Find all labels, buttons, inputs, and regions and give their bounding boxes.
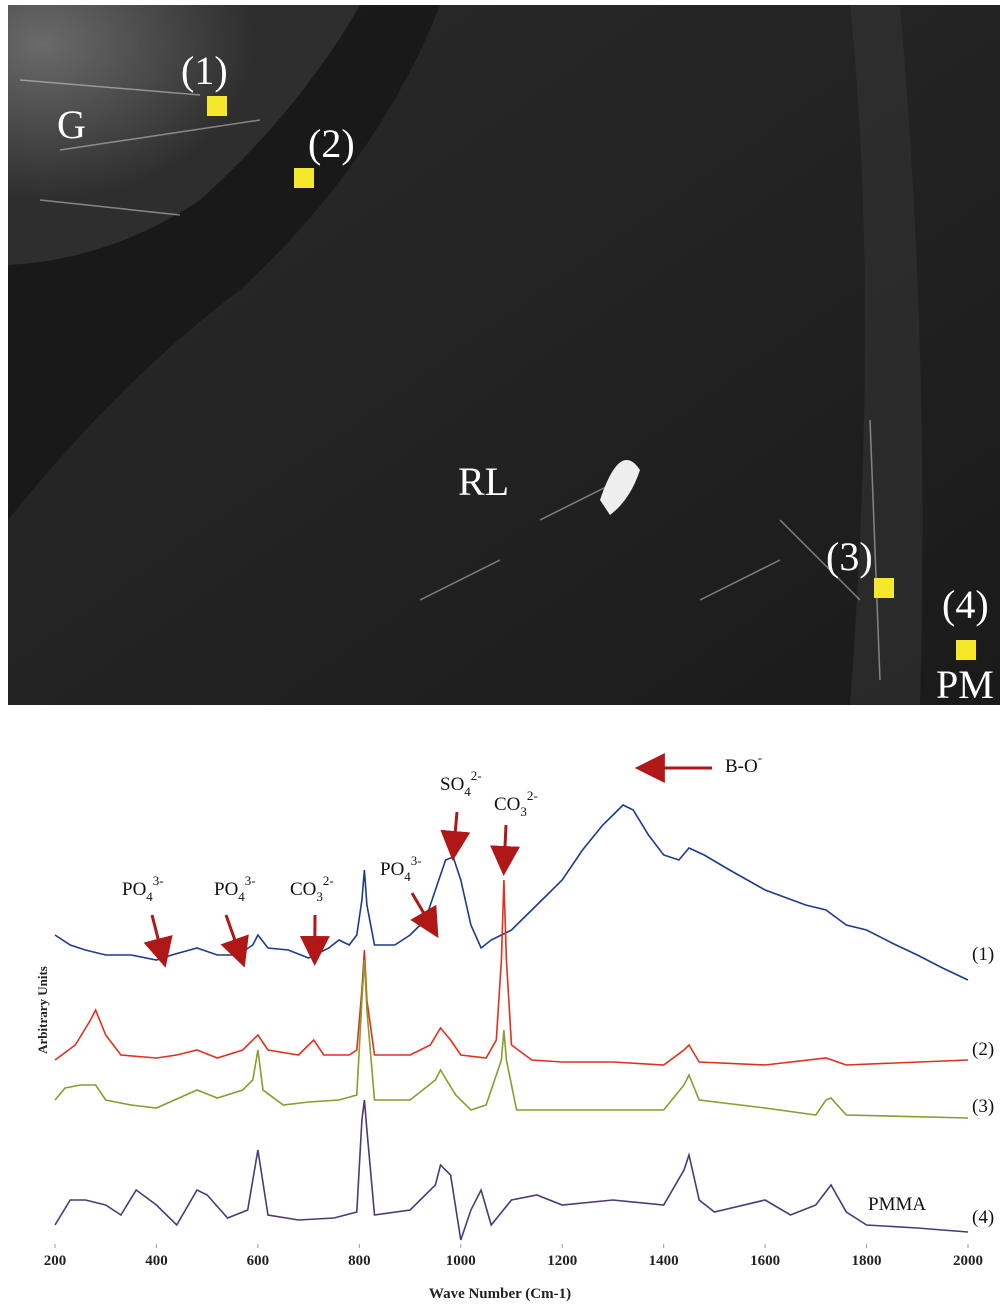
x-tick-label: 600 — [247, 1253, 270, 1269]
photo-label: (4) — [942, 582, 989, 627]
annotation-sub: 3 — [316, 889, 323, 904]
photo-label: (2) — [308, 121, 355, 166]
annotation-arrow — [143, 914, 173, 968]
y-axis-label: Arbitrary Units — [35, 966, 50, 1054]
series-label: (1) — [972, 944, 994, 965]
photo-label: G — [57, 102, 86, 147]
marker — [874, 578, 894, 598]
annotation-arrow — [410, 892, 439, 939]
annotation-sub: 4 — [464, 784, 471, 799]
micrograph: G (1) (2) RL (3) (4) PM — [8, 5, 1000, 707]
spectrum — [54, 879, 969, 1066]
x-tick-label: 1800 — [852, 1253, 882, 1269]
annotation-base: CO — [494, 794, 520, 815]
annotation-sup: 2- — [471, 768, 482, 783]
points — [207, 96, 976, 660]
spectrum — [54, 959, 969, 1119]
bright-spot — [600, 460, 640, 515]
annotation: PO43- — [214, 873, 256, 904]
annotation-sub: 3 — [520, 804, 527, 819]
x-tick-label: 1000 — [446, 1253, 476, 1269]
x-tick-label: 400 — [145, 1253, 168, 1269]
x-tick-label: 1600 — [750, 1253, 780, 1269]
spectrum — [54, 804, 969, 981]
annotation-sup: 3- — [245, 873, 256, 888]
x-tick-label: 800 — [348, 1253, 371, 1269]
series-label: (2) — [972, 1039, 994, 1060]
spectrum — [54, 1099, 969, 1241]
marker — [207, 96, 227, 116]
annotation: PO43- — [380, 853, 422, 884]
annotation-sup: 3- — [411, 853, 422, 868]
photo-label: RL — [458, 459, 509, 504]
annotation-arrow — [440, 811, 471, 861]
annotation-sup: 2- — [323, 873, 334, 888]
annotation-sub: 4 — [238, 889, 245, 904]
annotation-base: B-O — [725, 756, 758, 777]
x-tick-label: 1400 — [649, 1253, 679, 1269]
dark-band — [8, 5, 440, 520]
annotation-sub: 4 — [146, 889, 153, 904]
annotation: SO42- — [440, 768, 482, 799]
annotation-label: PMMA — [868, 1194, 926, 1215]
annotation-base: CO — [290, 879, 316, 900]
annotation: PO43- — [122, 873, 164, 904]
photo-label: PM — [936, 662, 994, 707]
annotation-arrow — [490, 824, 520, 876]
annotation-base: PO — [380, 859, 404, 880]
glass-region — [8, 5, 360, 265]
annotation-base: SO — [440, 774, 464, 795]
x-tick-label: 200 — [44, 1253, 67, 1269]
interface — [850, 5, 923, 705]
annotation: CO32- — [290, 873, 334, 904]
annotation-arrow — [220, 914, 249, 968]
marker — [956, 640, 976, 660]
x-tick-label: 2000 — [953, 1253, 983, 1269]
x-axis-label: Wave Number (Cm-1) — [429, 1286, 571, 1302]
annotation-base: PO — [122, 879, 146, 900]
annotation-sub: 4 — [404, 869, 411, 884]
annotation: B-O- — [725, 750, 762, 777]
annotation-sup: - — [758, 750, 762, 765]
series-label: (4) — [972, 1207, 994, 1228]
series-label: (3) — [972, 1096, 994, 1117]
photo-label: (1) — [181, 48, 228, 93]
annotation: CO32- — [494, 788, 538, 819]
annotation-base: PO — [214, 879, 238, 900]
photo-label: (3) — [826, 534, 873, 579]
annotation-sup: 2- — [527, 788, 538, 803]
marker — [294, 168, 314, 188]
annotation-sup: 3- — [153, 873, 164, 888]
spectra-chart: 200 400 600 800 1000 1200 1400 1600 1800 2000 Wave… — [35, 750, 994, 1302]
x-tick-label: 1200 — [547, 1253, 577, 1269]
